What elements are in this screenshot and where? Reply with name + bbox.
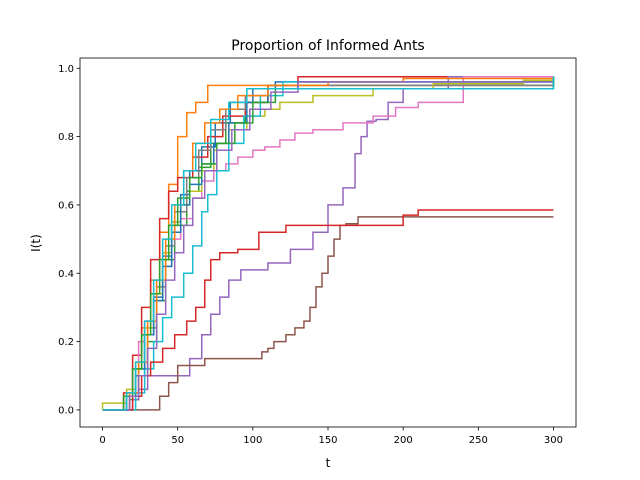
y-tick-label: 0.4	[58, 269, 74, 280]
x-tick-label: 300	[544, 435, 563, 446]
x-tick-label: 50	[171, 435, 184, 446]
chart-title: Proportion of Informed Ants	[231, 38, 424, 54]
series-line-11	[102, 76, 555, 411]
x-tick-label: 100	[243, 435, 262, 446]
series-line-12	[102, 76, 555, 411]
series-line-10	[102, 76, 555, 411]
y-tick-label: 0.0	[58, 405, 74, 416]
series-line-14	[102, 209, 554, 411]
y-axis-label: I(t)	[29, 234, 43, 252]
series-line-4	[102, 76, 554, 411]
series-line-8	[102, 76, 555, 411]
y-tick-label: 0.6	[58, 200, 74, 211]
series-line-2	[102, 76, 555, 411]
x-tick-label: 250	[469, 435, 488, 446]
series-line-15	[102, 76, 555, 411]
series-lines-layer	[101, 76, 555, 411]
x-axis-label: t	[326, 456, 331, 470]
series-line-16	[102, 76, 555, 411]
series-line-13	[102, 76, 555, 411]
series-line-3	[102, 76, 555, 411]
axes-frame	[79, 57, 577, 428]
series-line-6	[102, 216, 554, 411]
x-tick-label: 0	[99, 435, 105, 446]
x-tick-label: 150	[318, 435, 337, 446]
series-line-5	[102, 76, 554, 411]
series-line-9	[101, 76, 555, 410]
series-line-1	[102, 76, 555, 411]
series-line-7	[102, 76, 554, 411]
x-tick-label: 200	[394, 435, 413, 446]
y-tick-label: 1.0	[58, 64, 74, 75]
y-tick-label: 0.2	[58, 337, 74, 348]
y-tick-label: 0.8	[58, 132, 74, 143]
ticks-layer: 0 50 100 150 200 250 300 0.0 0.2 0.4 0.6 0.8 1.0	[58, 64, 563, 446]
